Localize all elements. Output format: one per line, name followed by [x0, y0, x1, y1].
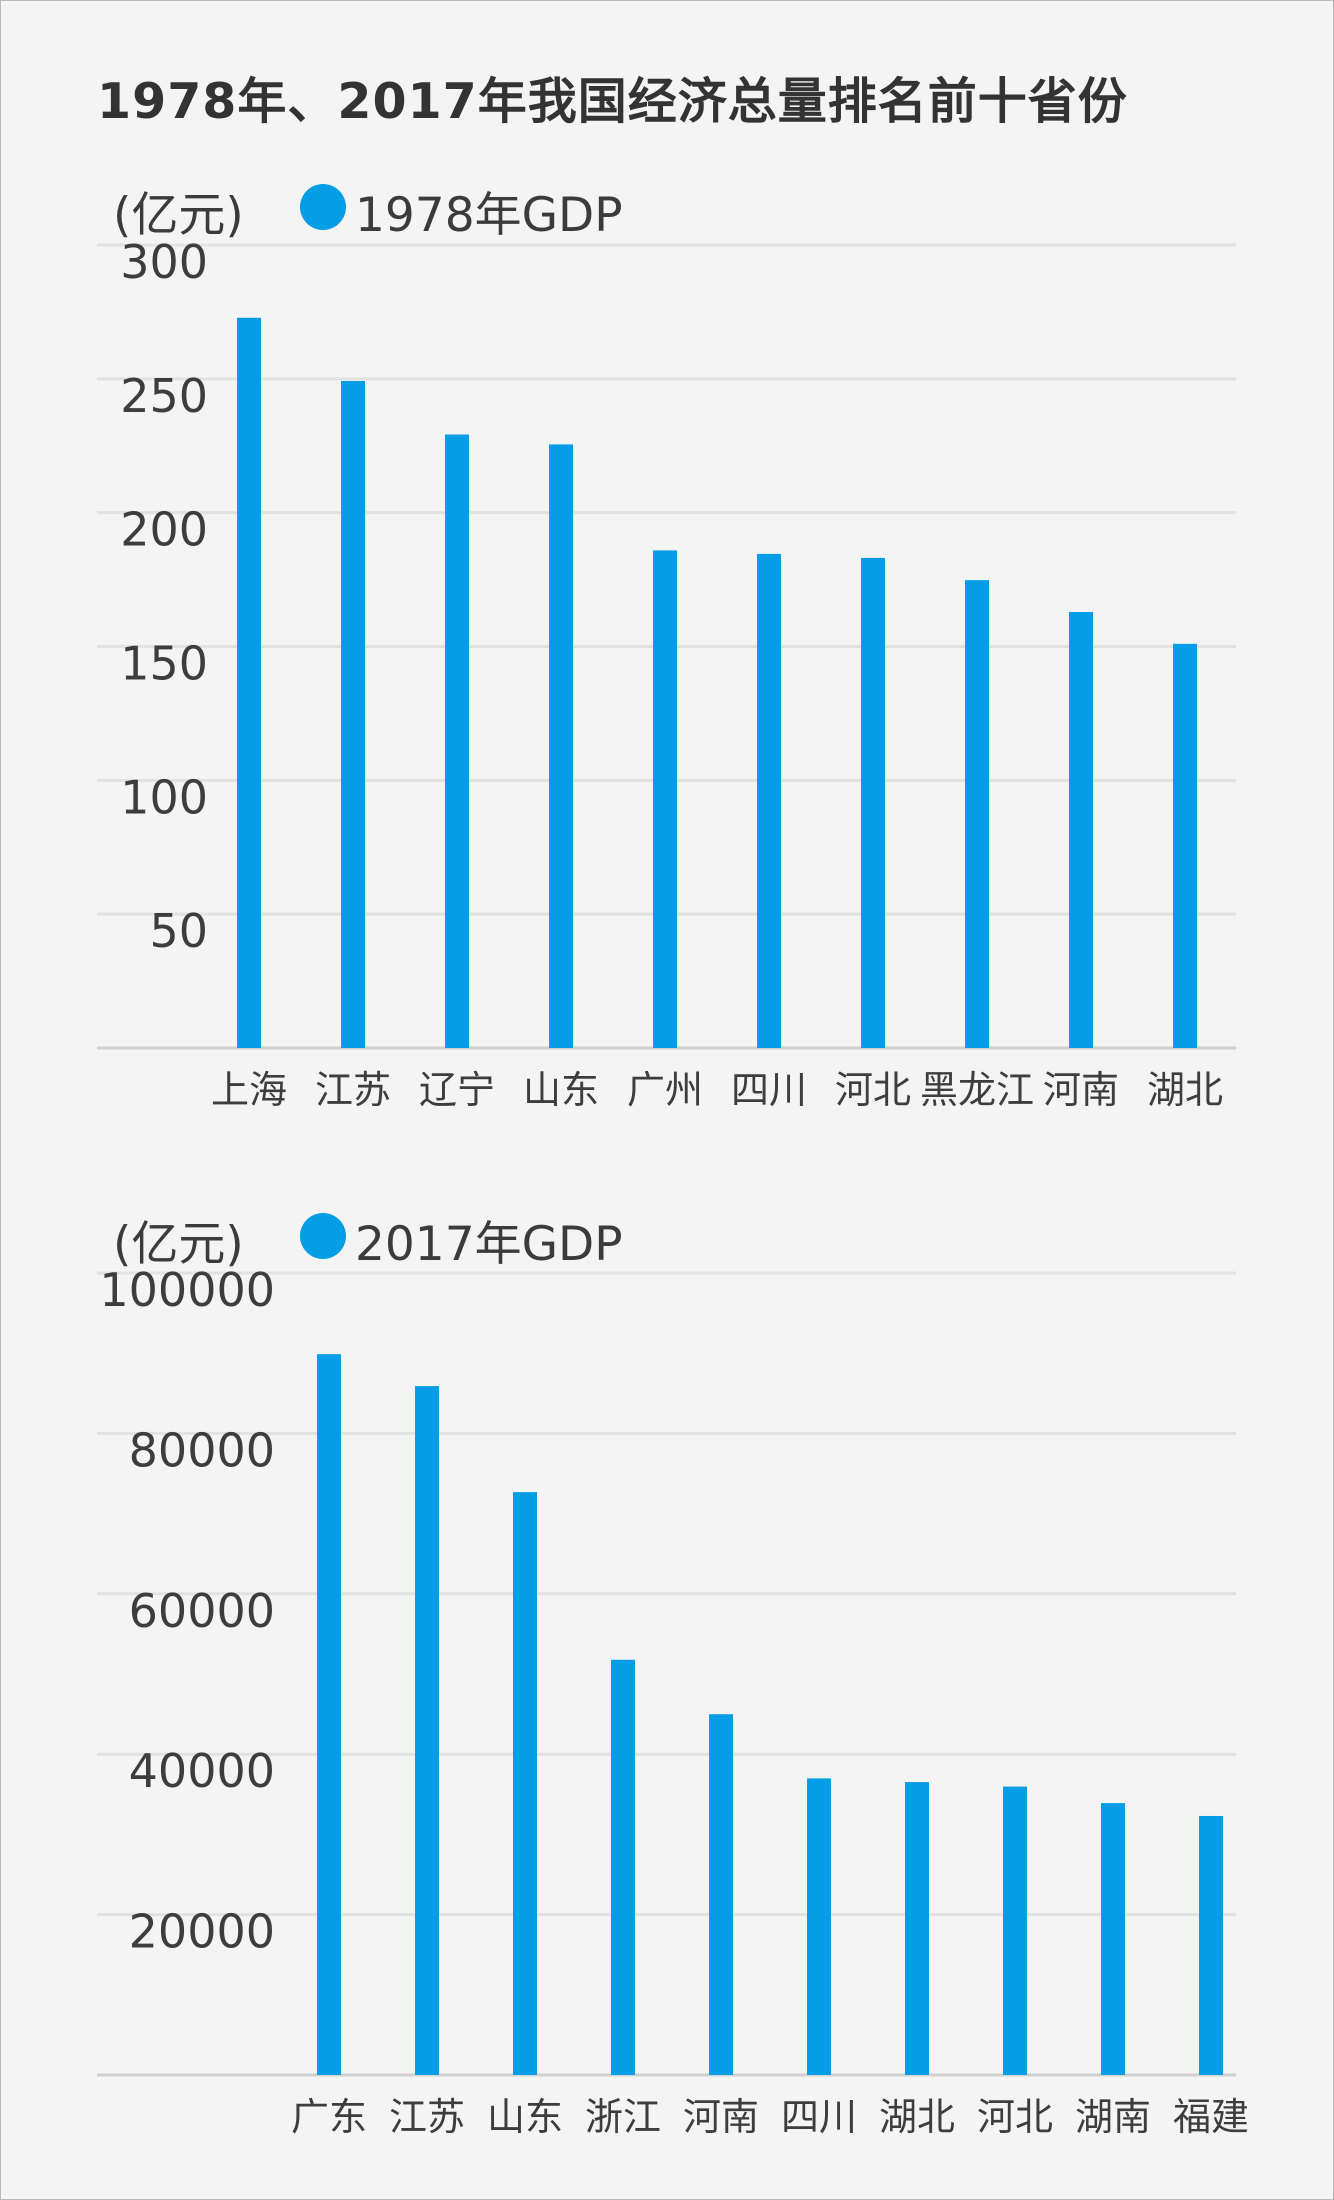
chart1-category-label: 湖北 — [1147, 1068, 1223, 1112]
chart1-bar — [237, 317, 261, 1049]
chart1-category-label: 广州 — [627, 1068, 703, 1112]
chart1-category-label: 四川 — [731, 1068, 807, 1112]
chart1-bar — [965, 580, 989, 1048]
chart2-bar — [1199, 1815, 1223, 2075]
chart2-category-label: 江苏 — [389, 2095, 465, 2139]
chart1-unit-label: (亿元) — [113, 188, 244, 243]
chart2-ytick-label: 60000 — [129, 1584, 275, 1638]
chart2-category-label: 河南 — [683, 2095, 759, 2139]
chart1-bar — [549, 444, 573, 1049]
chart1-bar — [757, 553, 781, 1048]
chart1-ytick-label: 100 — [120, 770, 208, 824]
chart1-bar — [653, 550, 677, 1048]
chart2-category-label: 福建 — [1173, 2095, 1249, 2139]
chart1-category-label: 河南 — [1043, 1068, 1119, 1112]
chart1-ytick-label: 250 — [120, 369, 208, 423]
chart2-bar — [513, 1492, 537, 2075]
chart2-ytick-label: 40000 — [129, 1744, 275, 1798]
chart2-category-label: 广东 — [291, 2095, 367, 2139]
chart2-plot: 20000 40000 60000 80000 100000 广东 江苏 山东 浙江 河南 四川 湖北… — [97, 1263, 1249, 2139]
chart1-ytick-label: 50 — [149, 904, 208, 958]
chart2-bar — [611, 1659, 635, 2075]
chart1-category-label: 江苏 — [315, 1068, 391, 1112]
chart1-category-label: 辽宁 — [419, 1068, 495, 1112]
chart2-unit-label: (亿元) — [113, 1217, 244, 1272]
chart2-bar — [905, 1782, 929, 2075]
chart1-bar — [341, 380, 365, 1048]
chart1-category-label: 上海 — [211, 1068, 287, 1112]
chart1-bar — [1069, 611, 1093, 1048]
chart1-bar — [861, 557, 885, 1048]
chart2-ytick-label: 80000 — [129, 1423, 275, 1477]
chart2-category-label: 河北 — [977, 2095, 1053, 2139]
chart1-ytick-label: 150 — [120, 637, 208, 691]
chart1-category-label: 黑龙江 — [920, 1068, 1034, 1112]
chart2-category-label: 湖北 — [879, 2095, 955, 2139]
chart2-bar — [1101, 1803, 1125, 2075]
chart1-plot: 50 100 150 200 250 300 上海 江苏 辽宁 山东 广州 四川 河北 黑龙江 河南 湖北 — [97, 235, 1236, 1112]
chart-title: 1978年、2017年我国经济总量排名前十省份 — [97, 73, 1128, 130]
chart1-category-label: 河北 — [835, 1068, 911, 1112]
chart1-bar — [445, 434, 469, 1048]
chart1-legend-swatch — [300, 184, 346, 230]
chart2-category-label: 四川 — [781, 2095, 857, 2139]
chart2-bar — [807, 1778, 831, 2075]
chart2-category-label: 山东 — [487, 2095, 563, 2139]
chart2-bar — [317, 1354, 341, 2075]
chart2-bar — [709, 1714, 733, 2075]
chart1-ytick-label: 300 — [120, 235, 208, 289]
chart1-ytick-label: 200 — [120, 503, 208, 557]
chart2-category-label: 浙江 — [585, 2095, 661, 2139]
chart1-bar — [1173, 643, 1197, 1048]
chart1-category-label: 山东 — [523, 1068, 599, 1112]
chart2-ytick-label: 100000 — [99, 1263, 275, 1317]
chart2-category-label: 湖南 — [1075, 2095, 1151, 2139]
chart2-legend-label: 2017年GDP — [355, 1217, 623, 1272]
chart2-bar — [415, 1386, 439, 2075]
chart2-legend-swatch — [300, 1213, 346, 1259]
chart2-ytick-label: 20000 — [129, 1905, 275, 1959]
chart1-legend-label: 1978年GDP — [355, 188, 623, 243]
chart2-bar — [1003, 1786, 1027, 2075]
